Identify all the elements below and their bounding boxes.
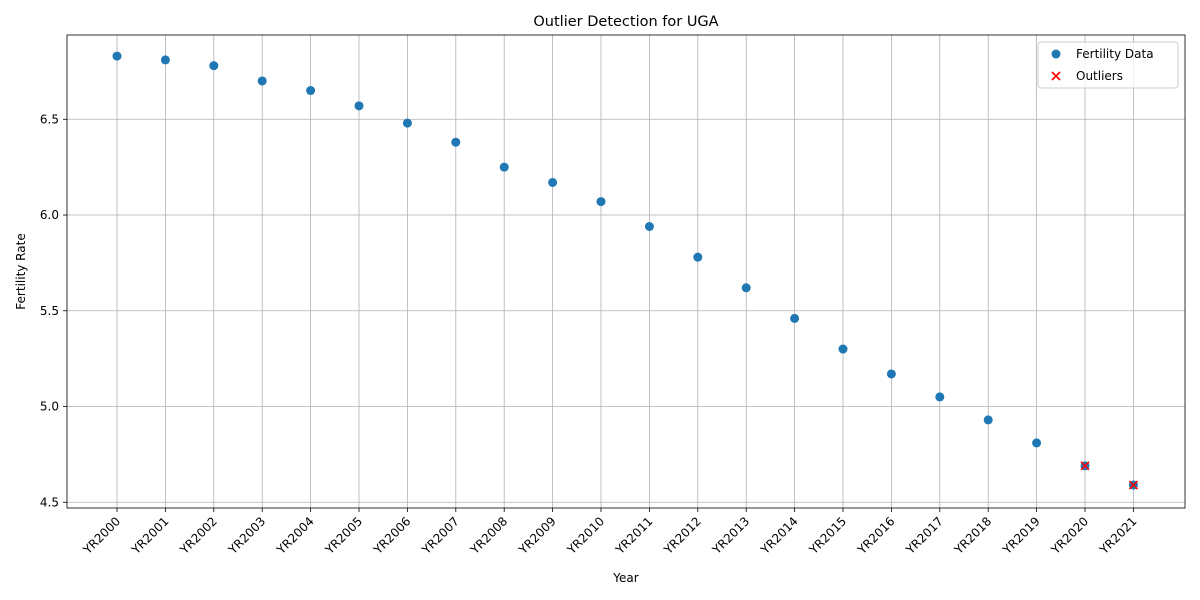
data-point [451,137,461,147]
y-axis-label: Fertility Rate [14,233,28,309]
x-tick-label: YR2014 [757,514,800,557]
data-point [209,61,219,71]
x-tick-label: YR2020 [1048,514,1091,557]
legend-marker-x [1051,71,1061,81]
x-axis-label: Year [612,571,638,585]
x-tick-label: YR2012 [661,514,704,557]
data-point [886,369,896,379]
x-tick-label: YR2021 [1096,514,1139,557]
legend-box [1037,41,1179,89]
data-point [499,162,509,172]
y-tick-label: 5.0 [40,400,59,414]
x-tick-label: YR2017 [903,514,946,557]
outlier-point [1080,461,1090,471]
legend: Fertility Data Outliers [1037,41,1179,89]
y-tick-label: 4.5 [40,495,59,509]
data-point [790,313,800,323]
data-point [112,51,122,61]
x-tick-label: YR2015 [806,514,849,557]
data-point [402,118,412,128]
data-point [693,252,703,262]
data-point [354,101,364,111]
x-tick-label: YR2009 [515,514,558,557]
y-tick-label: 6.0 [40,208,59,222]
x-tick-label: YR2018 [951,514,994,557]
x-tick-label: YR2010 [564,514,607,557]
x-tick-label: YR2008 [467,514,510,557]
data-point [644,221,654,231]
chart-title: Outlier Detection for UGA [533,14,718,30]
data-point [838,344,848,354]
data-point [983,415,993,425]
x-tick-label: YR2004 [273,514,316,557]
y-axis: 4.5 5.0 5.5 6.0 6.5 [40,112,67,509]
x-tick-label: YR2001 [128,514,171,557]
grid-lines [67,35,1185,508]
x-tick-label: YR2013 [709,514,752,557]
data-point [257,76,267,86]
x-tick-label: YR2011 [612,514,655,557]
y-tick-label: 6.5 [40,112,59,126]
x-tick-label: YR2003 [225,514,268,557]
legend-marker-circle [1051,49,1061,59]
plot-frame [66,34,1186,509]
data-points [112,51,1138,490]
x-tick-label: YR2016 [854,514,897,557]
x-tick-label: YR2006 [370,514,413,557]
data-point [1032,438,1042,448]
x-tick-label: YR2002 [177,514,220,557]
y-tick-label: 5.5 [40,304,59,318]
legend-label: Outliers [1076,69,1123,83]
data-point [306,86,316,96]
x-tick-label: YR2005 [322,514,365,557]
x-axis: YR2000 YR2001 YR2002 YR2003 YR2004 YR2005 YR20… [80,508,1140,558]
x-tick-label: YR2007 [419,514,462,557]
data-point [741,283,751,293]
data-point [596,197,606,207]
outlier-point [1128,480,1138,490]
data-point [935,392,945,402]
data-point [160,55,170,65]
x-tick-label: YR2019 [999,514,1042,557]
data-point [548,177,558,187]
legend-label: Fertility Data [1076,47,1154,61]
x-tick-label: YR2000 [80,514,123,557]
